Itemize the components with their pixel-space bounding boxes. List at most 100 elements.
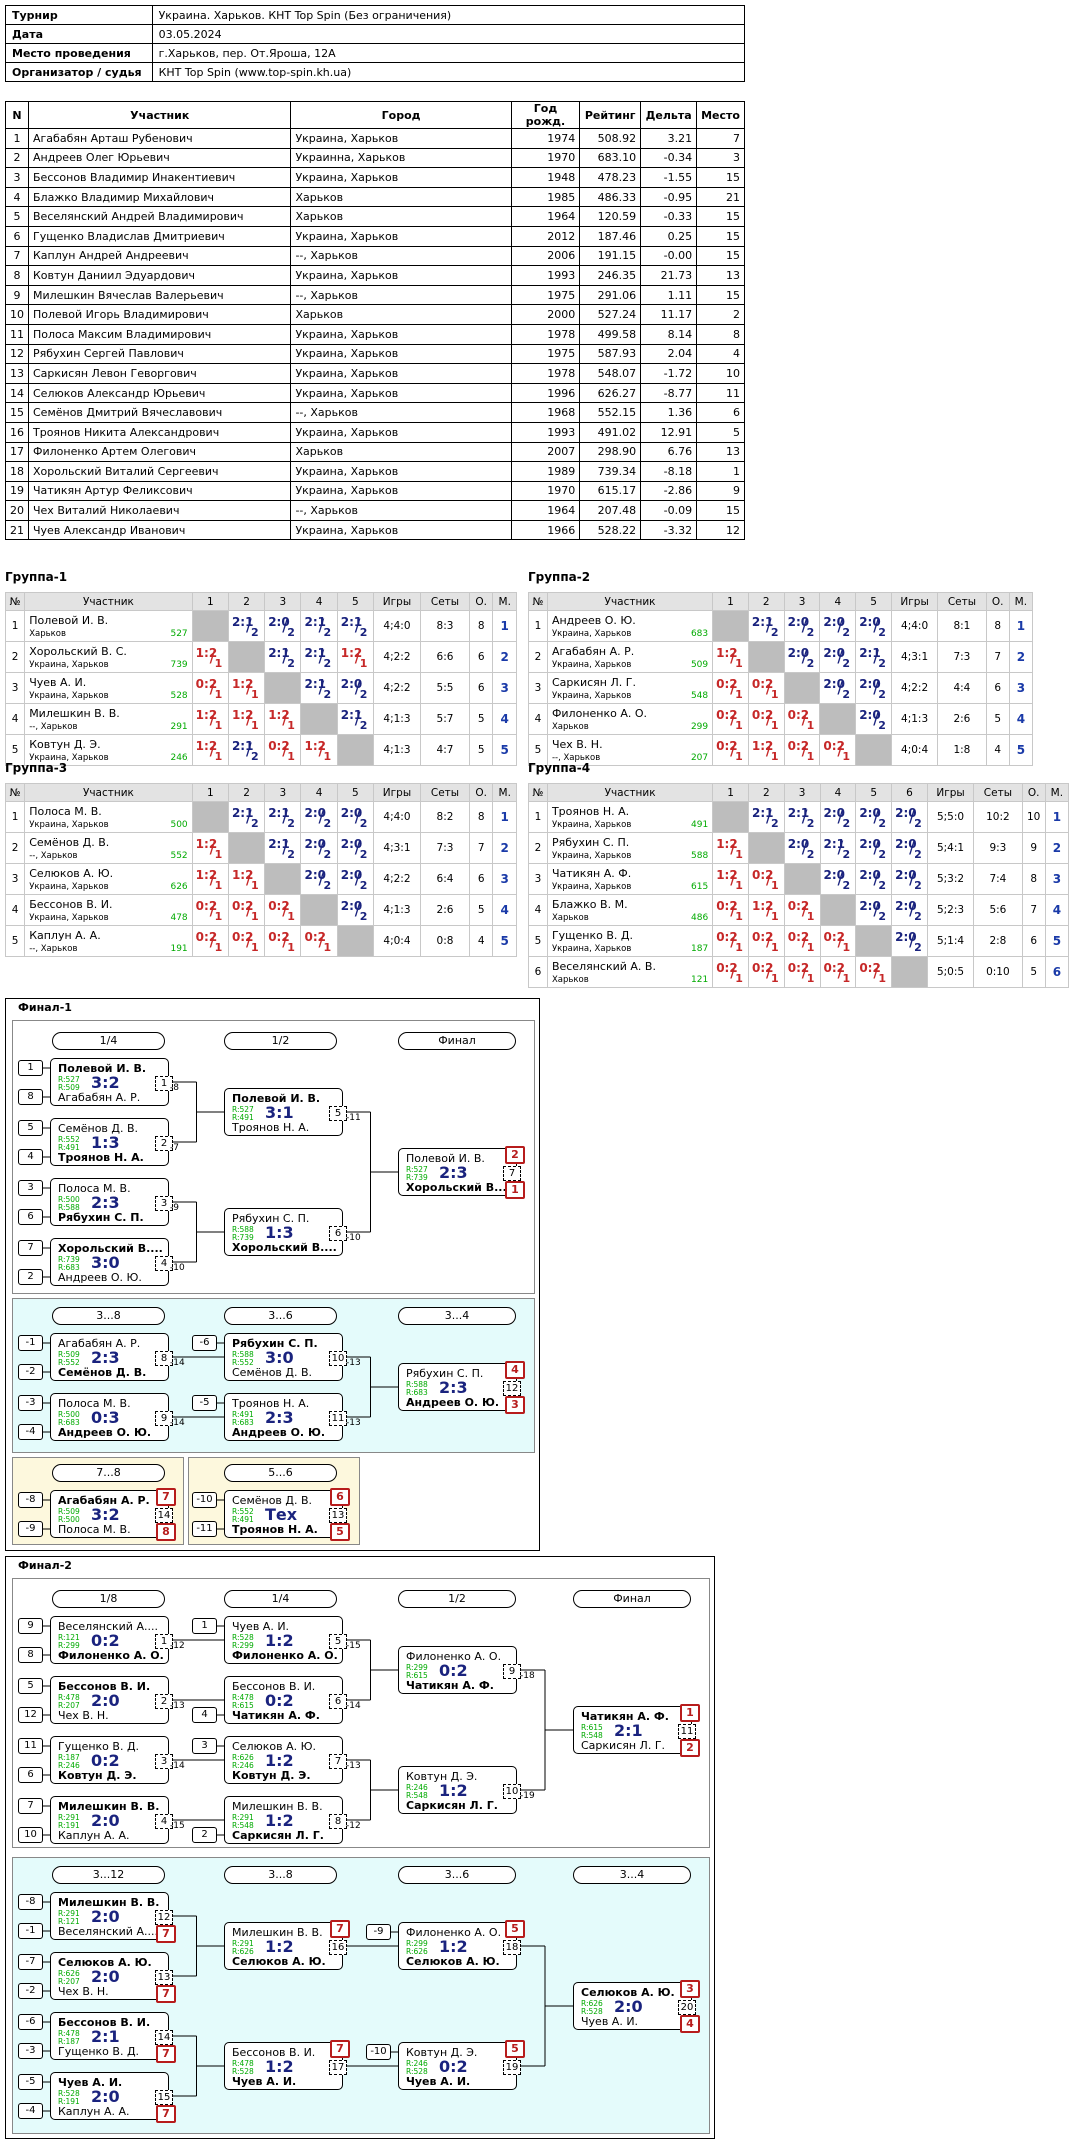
score-points: 1 (770, 749, 779, 763)
match-player-2: Чех В. Н. (58, 1709, 109, 1722)
group-header-row: № Участник 1 2 3 4 5 Игры Сеты О. М. (4, 592, 517, 611)
score-points: 1 (806, 940, 815, 954)
match-number: 15 (155, 2090, 173, 2105)
group-score-cell: 2:0/2 (819, 641, 857, 673)
score-points: 1 (878, 971, 886, 985)
group-place: 2 (1052, 841, 1062, 855)
group-score-cell: 2:0/2 (264, 610, 302, 642)
score-sets: 2:0 (859, 898, 881, 913)
player-cell: 1989 (510, 461, 581, 482)
match-number: 6 (329, 1694, 347, 1709)
match-number: 10 (503, 1784, 521, 1799)
group-place: 4 (500, 712, 509, 726)
match-score: 0:2/1 (787, 705, 818, 734)
player-cell: 0.25 (640, 225, 698, 247)
player-cell: Чуев Александр Иванович (27, 519, 292, 541)
group-score-cell: 1:2/1 (191, 832, 229, 864)
group-player: Чатикян А. Ф. Украина, Харьков 615 (546, 863, 714, 895)
group-place: 3 (1016, 681, 1026, 695)
player-cell: 291.06 (579, 284, 642, 306)
score-sets: 2:0 (895, 898, 917, 913)
group-player-city: Украина, Харьков (551, 851, 632, 861)
player-cell: 478.23 (579, 167, 642, 188)
match-rating-1: R:588 (406, 1380, 428, 1389)
match-score: 2:0/2 (858, 674, 889, 703)
score-sets: 2:1 (751, 614, 774, 629)
score-slash: / (765, 961, 772, 982)
group-score-cell: 0:2/1 (712, 894, 749, 926)
score-sets: 2:0 (823, 805, 846, 820)
group-score-cell: 2:0/2 (300, 832, 338, 864)
group-score-cell: 0:2/1 (191, 672, 229, 704)
group-col-header: Игры (890, 592, 939, 611)
player-cell: 15 (696, 167, 745, 188)
group-player: Каплун А. А. --, Харьков 191 (24, 925, 193, 957)
match-player-1: Полевой И. В. (232, 1092, 321, 1105)
player-cell: 21.73 (640, 265, 698, 286)
match-number: 12 (503, 1381, 521, 1396)
match-number: 13 (155, 1970, 173, 1985)
group-g-cell: 4;4:0 (373, 610, 421, 642)
match-score: 1:2/1 (267, 705, 298, 734)
match-player-2: Филоненко А. О. (58, 1649, 164, 1662)
player-cell: Полоса Максим Владимирович (27, 323, 292, 345)
group-score-cell: 1:2/1 (712, 641, 749, 673)
place-box: 6 (330, 1488, 350, 1506)
score-sets: 1:2 (716, 645, 738, 660)
player-row: 4 Блажко Владимир Михайлович Харьков 1985 48… (5, 186, 745, 208)
match-score: 0:2/1 (751, 958, 782, 987)
score-points: 2 (842, 847, 851, 861)
match-score: 2:0/2 (303, 803, 334, 832)
score-sets: 2:0 (304, 805, 326, 820)
score-sets: 2:1 (340, 707, 363, 722)
group-o-cell: 8 (468, 801, 494, 833)
group-score-cell: 2:0/2 (855, 894, 893, 926)
match-rating-2: R:615 (406, 1671, 428, 1680)
player-cell: 1966 (510, 519, 581, 541)
match-box: Рябухин С. П. R:588 R:739 1:3 Хорольский В..… (224, 1208, 347, 1256)
score-sets: 2:1 (340, 614, 363, 629)
group-o-cell: 7 (468, 832, 494, 864)
match-rating-1: R:552 (58, 1135, 80, 1144)
group-place-cell: 4 (1008, 703, 1034, 735)
score-sets: 1:2 (716, 836, 738, 851)
seed-box: 7 (18, 1240, 43, 1256)
score-slash: / (873, 961, 880, 982)
score-points: 2 (287, 625, 295, 639)
score-slash: / (873, 837, 880, 858)
group-player-name: Андреев О. Ю. (551, 614, 636, 627)
score-points: 1 (250, 940, 259, 954)
group-player: Полевой И. В. Харьков 527 (24, 610, 193, 642)
place-box: 7 (330, 2040, 350, 2058)
group-g-cell: 4;1:3 (373, 703, 421, 735)
score-sets: 1:2 (340, 645, 363, 660)
match-score: 1:2/1 (231, 865, 262, 894)
seed-box: -6 (192, 1335, 217, 1351)
group-player-city: Украина, Харьков (29, 913, 109, 923)
score-sets: 2:0 (859, 867, 881, 882)
score-slash: / (245, 677, 252, 698)
round-label: 3...8 (52, 1307, 165, 1325)
score-slash: / (873, 806, 880, 827)
player-cell: 16 (5, 421, 29, 443)
match-rating-1: R:615 (581, 1723, 603, 1732)
match-box: Хорольский В.... R:739 R:683 3:0 Андреев О. … (50, 1238, 173, 1286)
group-col-header: № (4, 592, 26, 611)
score-slash: / (245, 899, 252, 920)
group-player-rating: 683 (690, 629, 709, 639)
tournament-info-table: Турнир Украина. Харьков. КНТ Top Spin (Бе… (5, 5, 746, 82)
match-score: 0:2/1 (231, 927, 262, 956)
group-place-cell: 5 (1044, 925, 1070, 957)
score-slash: / (873, 646, 879, 667)
seed-box: 3 (18, 1180, 43, 1196)
match-player-1: Рябухин С. П. (232, 1212, 310, 1225)
group-score-cell: 2:0/2 (855, 863, 893, 895)
score-points: 2 (770, 625, 779, 639)
group-score-cell: 1:2/1 (712, 832, 749, 864)
score-points: 2 (878, 718, 886, 732)
info-row: Турнир Украина. Харьков. КНТ Top Spin (Бе… (5, 5, 746, 25)
match-rating-1: R:527 (232, 1105, 254, 1114)
player-row: 11 Полоса Максим Владимирович Украина, Хар… (5, 323, 745, 345)
score-slash: / (209, 677, 216, 698)
player-cell: Агабабян Арташ Рубенович (27, 128, 292, 149)
